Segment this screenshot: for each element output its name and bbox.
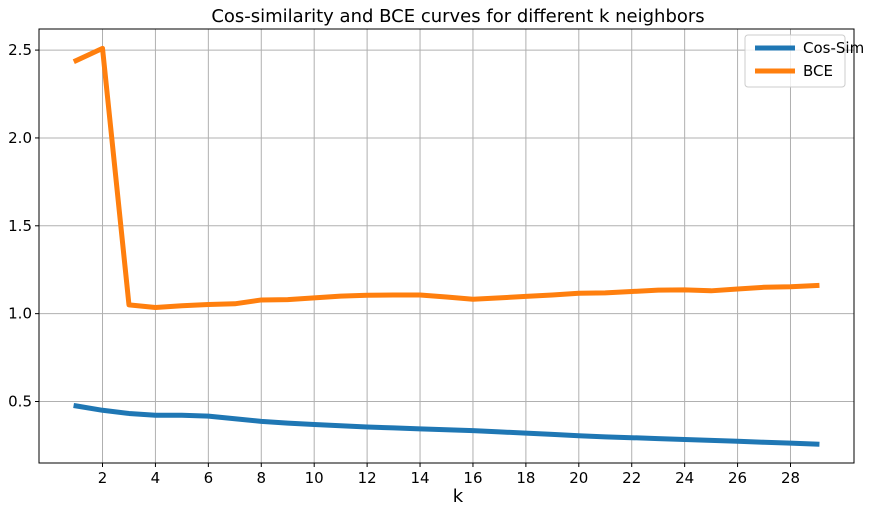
x-tick-label: 12 bbox=[358, 469, 377, 487]
legend: Cos-Sim BCE bbox=[744, 34, 864, 88]
x-tick-label: 20 bbox=[569, 469, 588, 487]
x-tick-label: 8 bbox=[256, 469, 266, 487]
x-tick-label: 2 bbox=[98, 469, 108, 487]
y-tick-label: 1.5 bbox=[8, 217, 32, 235]
x-tick-label: 22 bbox=[622, 469, 641, 487]
y-tick-label: 2.5 bbox=[8, 41, 32, 59]
x-tick-label: 6 bbox=[204, 469, 214, 487]
axis-ticks: 2 4 6 8 10 12 14 16 18 20 22 24 26 280.51.01.52.02.5 bbox=[8, 41, 800, 487]
x-axis-label: k bbox=[453, 486, 464, 507]
series-line-cos-sim bbox=[73, 403, 820, 447]
series-lines bbox=[72, 45, 820, 447]
y-tick-label: 0.5 bbox=[8, 393, 32, 411]
x-tick-label: 18 bbox=[516, 469, 535, 487]
x-tick-label: 16 bbox=[463, 469, 482, 487]
y-tick-label: 2.0 bbox=[8, 129, 32, 147]
x-tick-label: 10 bbox=[305, 469, 324, 487]
legend-label-bce: BCE bbox=[803, 62, 833, 80]
plot-frame bbox=[38, 28, 855, 464]
x-tick-label: 24 bbox=[675, 469, 694, 487]
x-tick-label: 4 bbox=[151, 469, 161, 487]
grid bbox=[39, 29, 854, 463]
x-tick-label: 28 bbox=[781, 469, 800, 487]
chart-title: Cos-similarity and BCE curves for differ… bbox=[211, 6, 704, 27]
y-tick-label: 1.0 bbox=[8, 305, 32, 323]
x-tick-label: 14 bbox=[410, 469, 429, 487]
x-tick-label: 26 bbox=[728, 469, 747, 487]
series-line-bce bbox=[72, 45, 820, 310]
legend-label-cos-sim: Cos-Sim bbox=[803, 39, 864, 57]
